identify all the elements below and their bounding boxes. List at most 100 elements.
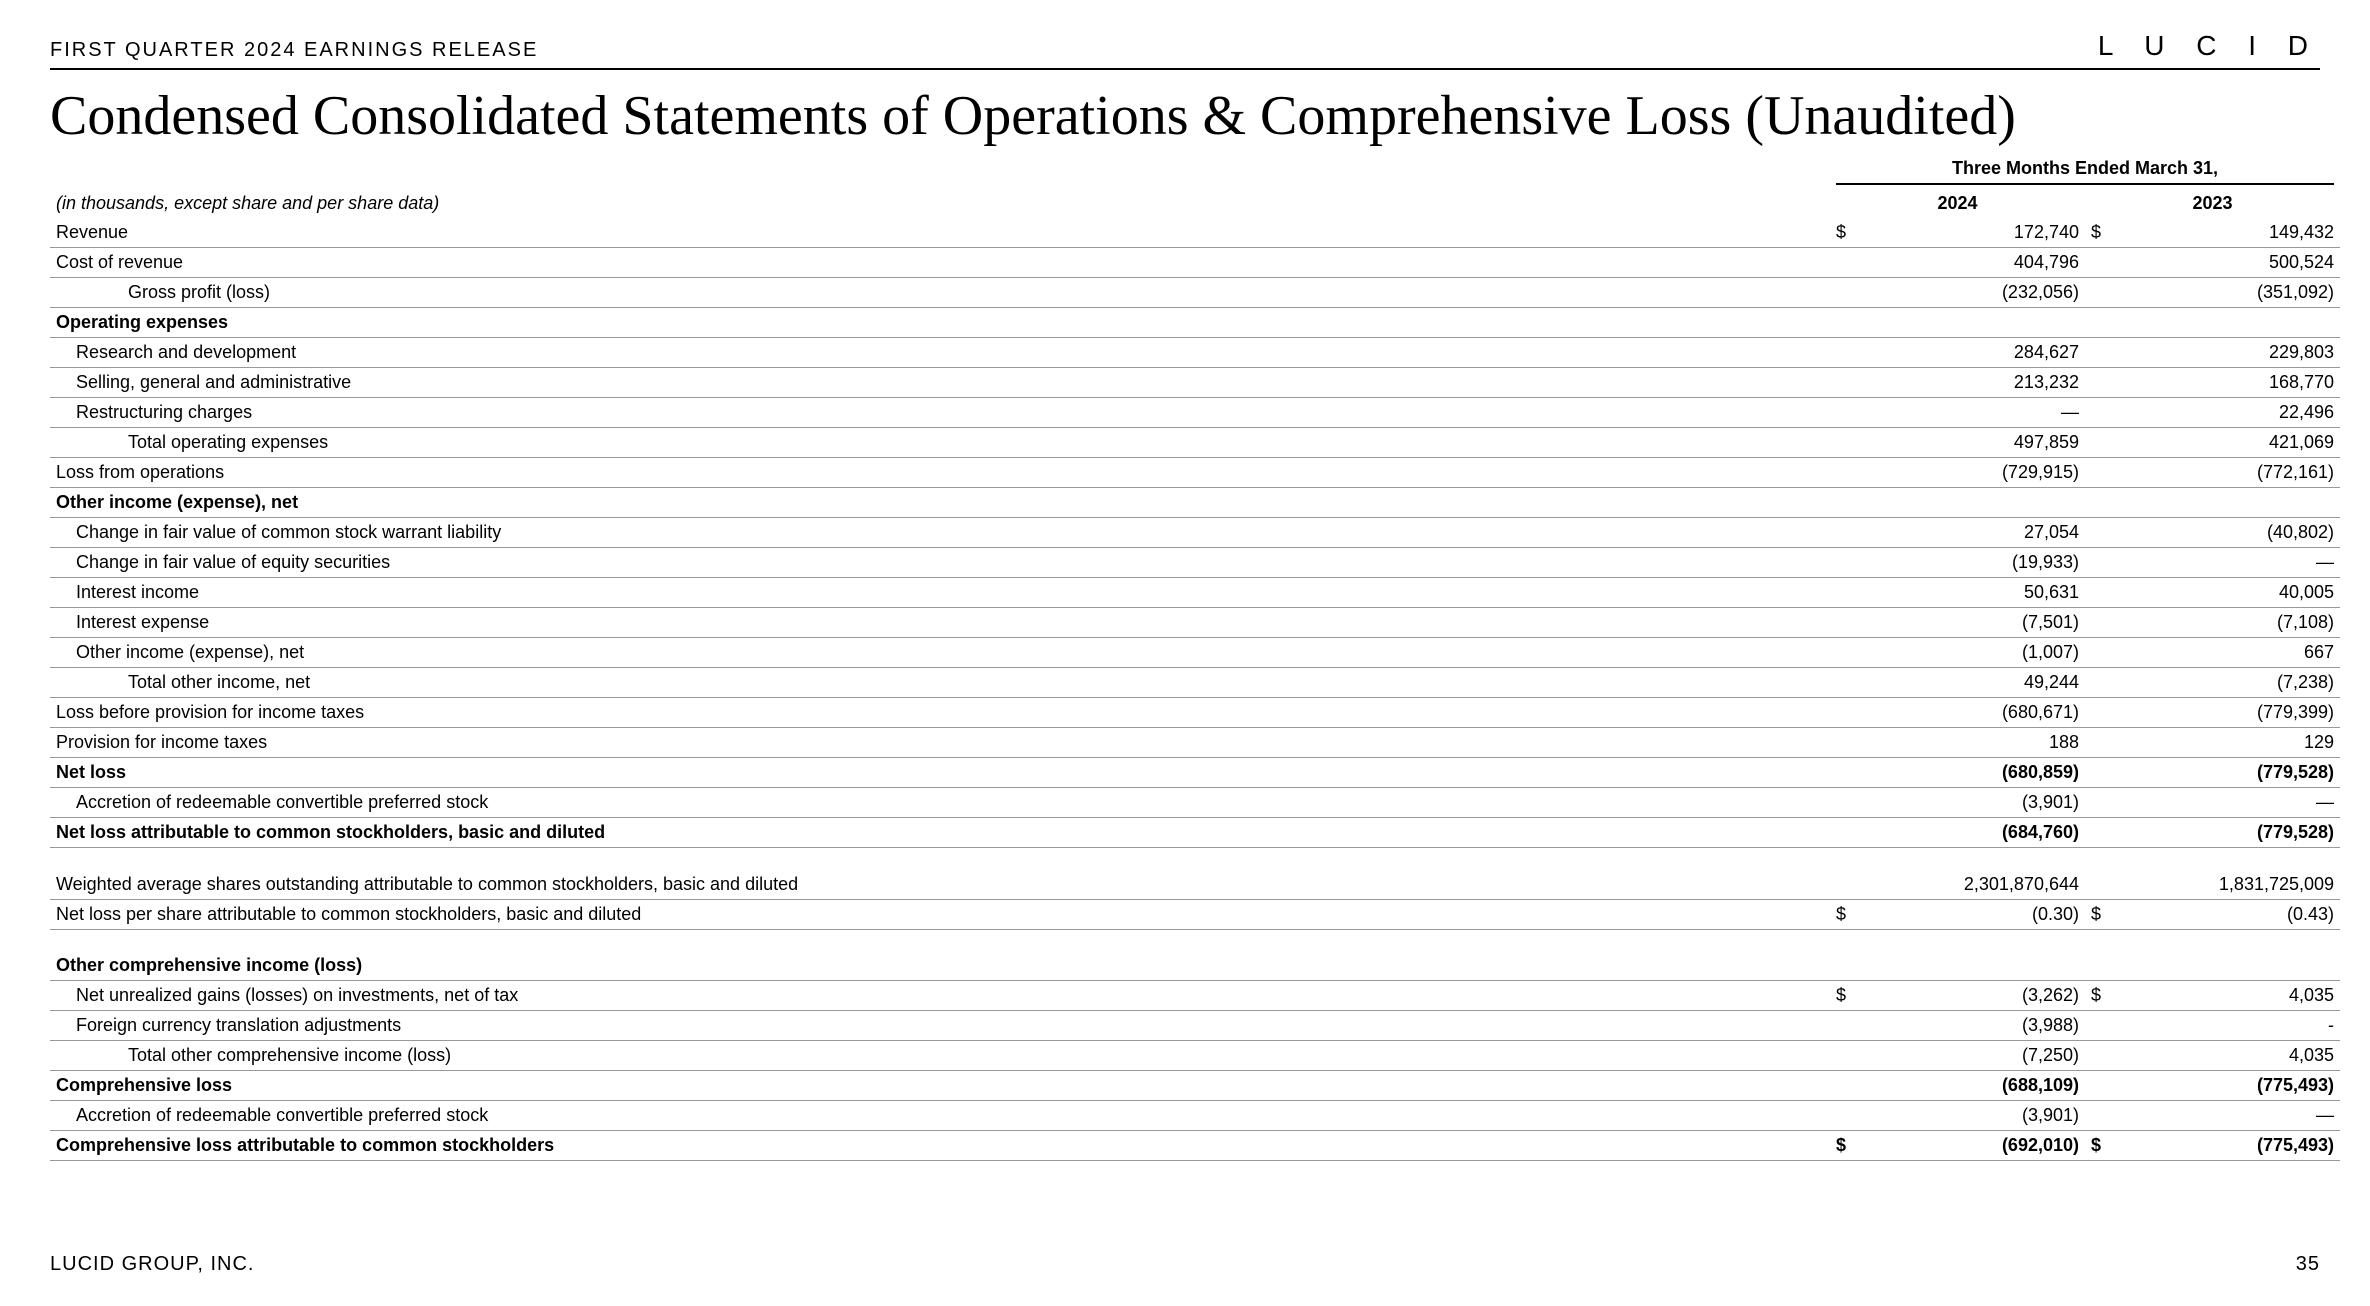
- row-label: Accretion of redeemable convertible pref…: [50, 788, 1830, 818]
- row-label: Net loss per share attributable to commo…: [50, 899, 1830, 929]
- value-2023: (40,802): [2115, 518, 2340, 548]
- row-label: Net unrealized gains (losses) on investm…: [50, 981, 1830, 1011]
- currency-symbol: [1830, 638, 1860, 668]
- row-label: Interest income: [50, 578, 1830, 608]
- currency-symbol: [2085, 1041, 2115, 1071]
- row-label: Total other comprehensive income (loss): [50, 1041, 1830, 1071]
- currency-symbol: [1830, 870, 1860, 900]
- currency-symbol: [2085, 951, 2115, 981]
- value-2024: [1860, 488, 2085, 518]
- value-2023: [2115, 308, 2340, 338]
- value-2024: (3,262): [1860, 981, 2085, 1011]
- value-2023: -: [2115, 1011, 2340, 1041]
- year-2023-header: 2023: [2085, 189, 2340, 218]
- value-2023: (779,528): [2115, 758, 2340, 788]
- value-2023: 4,035: [2115, 1041, 2340, 1071]
- page-number: 35: [2296, 1253, 2320, 1276]
- currency-symbol: [1830, 1071, 1860, 1101]
- value-2024: 284,627: [1860, 338, 2085, 368]
- row-label: Total operating expenses: [50, 428, 1830, 458]
- value-2023: (775,493): [2115, 1131, 2340, 1161]
- currency-symbol: [1830, 338, 1860, 368]
- row-label: Loss before provision for income taxes: [50, 698, 1830, 728]
- currency-symbol: [1830, 1041, 1860, 1071]
- value-2024: [1860, 308, 2085, 338]
- currency-symbol: [1830, 518, 1860, 548]
- currency-symbol: [2085, 308, 2115, 338]
- currency-symbol: [1830, 951, 1860, 981]
- currency-symbol: [1830, 488, 1860, 518]
- row-label: Change in fair value of common stock war…: [50, 518, 1830, 548]
- period-header: Three Months Ended March 31,: [1836, 158, 2334, 185]
- currency-symbol: [1830, 308, 1860, 338]
- value-2023: 667: [2115, 638, 2340, 668]
- currency-symbol: [2085, 368, 2115, 398]
- currency-symbol: [2085, 818, 2115, 848]
- value-2024: 213,232: [1860, 368, 2085, 398]
- value-2023: —: [2115, 548, 2340, 578]
- row-label: Revenue: [50, 218, 1830, 248]
- value-2023: [2115, 951, 2340, 981]
- value-2023: 22,496: [2115, 398, 2340, 428]
- currency-symbol: [1830, 698, 1860, 728]
- value-2024: (729,915): [1860, 458, 2085, 488]
- row-label: Comprehensive loss: [50, 1071, 1830, 1101]
- value-2024: (688,109): [1860, 1071, 2085, 1101]
- report-header: FIRST QUARTER 2024 EARNINGS RELEASE: [50, 39, 538, 62]
- value-2023: 149,432: [2115, 218, 2340, 248]
- value-2024: 2,301,870,644: [1860, 870, 2085, 900]
- currency-symbol: [2085, 488, 2115, 518]
- currency-symbol: [1830, 1101, 1860, 1131]
- row-label: Operating expenses: [50, 308, 1830, 338]
- value-2024: 497,859: [1860, 428, 2085, 458]
- value-2024: 50,631: [1860, 578, 2085, 608]
- value-2023: —: [2115, 1101, 2340, 1131]
- value-2023: 4,035: [2115, 981, 2340, 1011]
- value-2023: (7,108): [2115, 608, 2340, 638]
- row-label: Total other income, net: [50, 668, 1830, 698]
- currency-symbol: [1830, 818, 1860, 848]
- currency-symbol: [1830, 608, 1860, 638]
- value-2023: 229,803: [2115, 338, 2340, 368]
- value-2024: (1,007): [1860, 638, 2085, 668]
- value-2024: —: [1860, 398, 2085, 428]
- row-label: Gross profit (loss): [50, 278, 1830, 308]
- value-2023: (0.43): [2115, 899, 2340, 929]
- currency-symbol: $: [1830, 899, 1860, 929]
- row-label: Accretion of redeemable convertible pref…: [50, 1101, 1830, 1131]
- row-label: Research and development: [50, 338, 1830, 368]
- currency-symbol: $: [2085, 899, 2115, 929]
- value-2023: 421,069: [2115, 428, 2340, 458]
- value-2023: 1,831,725,009: [2115, 870, 2340, 900]
- value-2024: [1860, 951, 2085, 981]
- currency-symbol: [1830, 788, 1860, 818]
- row-label: Interest expense: [50, 608, 1830, 638]
- value-2023: [2115, 488, 2340, 518]
- value-2023: 129: [2115, 728, 2340, 758]
- row-label: Other comprehensive income (loss): [50, 951, 1830, 981]
- value-2023: (779,528): [2115, 818, 2340, 848]
- currency-symbol: $: [1830, 1131, 1860, 1161]
- currency-symbol: $: [2085, 981, 2115, 1011]
- footer-company: LUCID GROUP, INC.: [50, 1253, 254, 1276]
- value-2023: (351,092): [2115, 278, 2340, 308]
- currency-symbol: [2085, 518, 2115, 548]
- currency-symbol: [2085, 668, 2115, 698]
- row-label: Loss from operations: [50, 458, 1830, 488]
- currency-symbol: [2085, 278, 2115, 308]
- currency-symbol: [2085, 248, 2115, 278]
- row-label: Net loss attributable to common stockhol…: [50, 818, 1830, 848]
- currency-symbol: $: [1830, 218, 1860, 248]
- currency-symbol: [1830, 548, 1860, 578]
- currency-symbol: $: [1830, 981, 1860, 1011]
- currency-symbol: [1830, 248, 1860, 278]
- value-2023: 40,005: [2115, 578, 2340, 608]
- value-2023: (775,493): [2115, 1071, 2340, 1101]
- value-2024: (19,933): [1860, 548, 2085, 578]
- value-2024: 172,740: [1860, 218, 2085, 248]
- currency-symbol: $: [2085, 218, 2115, 248]
- currency-symbol: [1830, 428, 1860, 458]
- currency-symbol: [2085, 1101, 2115, 1131]
- currency-symbol: [2085, 870, 2115, 900]
- value-2023: 500,524: [2115, 248, 2340, 278]
